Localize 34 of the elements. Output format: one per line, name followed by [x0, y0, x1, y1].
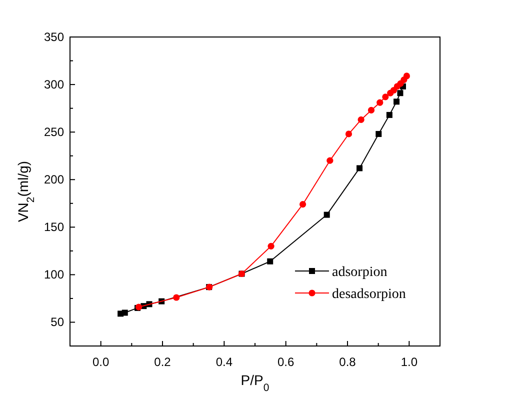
point — [376, 130, 382, 137]
point — [345, 130, 352, 138]
legend-label: adsorpion — [332, 265, 388, 280]
x-tick-label: 0.6 — [277, 355, 294, 369]
x-tick-label: 0.2 — [154, 355, 172, 369]
point — [368, 106, 375, 114]
y-tick-label: 350 — [44, 30, 64, 44]
point — [397, 90, 404, 96]
y-tick-label: 100 — [44, 268, 64, 282]
point — [386, 112, 392, 118]
y-tick-label: 200 — [44, 172, 64, 187]
point — [324, 212, 330, 218]
x-tick-label: 0.0 — [92, 355, 110, 369]
point — [299, 201, 306, 208]
y-tick-label: 50 — [50, 315, 64, 330]
x-tick-label: 0.4 — [216, 355, 233, 369]
point — [267, 258, 274, 264]
x-tick-label: 0.8 — [339, 355, 356, 369]
point — [122, 310, 128, 316]
y-tick-label: 150 — [44, 220, 64, 234]
point — [387, 90, 394, 96]
point — [356, 165, 363, 172]
x-axis-title: P/P$_{0}$ — [240, 372, 270, 394]
y-tick-label: 250 — [44, 125, 64, 140]
point — [358, 116, 364, 124]
x-tick-label: 1.0 — [400, 355, 418, 369]
point — [268, 242, 274, 250]
y-tick-label: 300 — [44, 78, 64, 92]
point — [173, 294, 180, 301]
legend-label: desadsorpion — [332, 287, 406, 302]
point — [376, 99, 384, 106]
point — [394, 98, 400, 105]
point — [326, 157, 334, 164]
point — [382, 94, 389, 100]
